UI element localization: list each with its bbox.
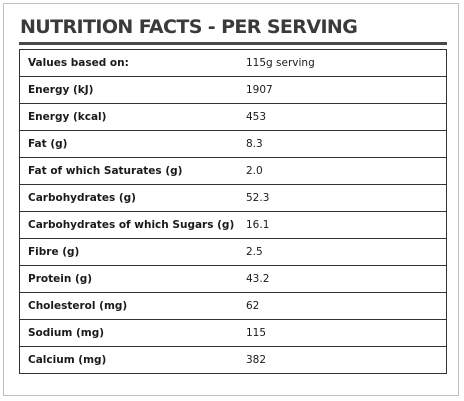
nutrient-value: 43.2 [238,265,447,293]
nutrient-label: Carbohydrates (g) [19,184,238,212]
table-row: Energy (kcal) 453 [19,103,447,131]
table-row: Energy (kJ) 1907 [19,76,447,104]
table-row: Values based on: 115g serving [19,49,447,77]
nutrient-value: 2.0 [238,157,447,185]
title-divider [19,42,447,45]
nutrient-value: 382 [238,346,447,374]
table-row: Fat of which Saturates (g) 2.0 [19,157,447,185]
nutrient-value: 2.5 [238,238,447,266]
nutrient-label: Calcium (mg) [19,346,238,374]
nutrient-value: 52.3 [238,184,447,212]
nutrient-label: Cholesterol (mg) [19,292,238,320]
nutrient-label: Carbohydrates of which Sugars (g) [19,211,238,239]
nutrient-value: 8.3 [238,130,447,158]
nutrient-value: 16.1 [238,211,447,239]
nutrient-label: Protein (g) [19,265,238,293]
nutrient-label: Energy (kJ) [19,76,238,104]
nutrient-label: Fibre (g) [19,238,238,266]
nutrition-panel: NUTRITION FACTS - PER SERVING Values bas… [3,3,459,396]
table-row: Calcium (mg) 382 [19,346,447,374]
table-row: Fibre (g) 2.5 [19,238,447,266]
nutrient-value: 1907 [238,76,447,104]
table-row: Carbohydrates of which Sugars (g) 16.1 [19,211,447,239]
nutrition-table: Values based on: 115g serving Energy (kJ… [19,49,447,374]
table-row: Protein (g) 43.2 [19,265,447,293]
table-row: Carbohydrates (g) 52.3 [19,184,447,212]
table-row: Fat (g) 8.3 [19,130,447,158]
nutrient-value: 62 [238,292,447,320]
nutrient-label: Sodium (mg) [19,319,238,347]
nutrient-value: 115g serving [238,49,447,77]
nutrient-label: Fat (g) [19,130,238,158]
nutrient-value: 453 [238,103,447,131]
nutrient-value: 115 [238,319,447,347]
table-row: Cholesterol (mg) 62 [19,292,447,320]
table-row: Sodium (mg) 115 [19,319,447,347]
nutrient-label: Fat of which Saturates (g) [19,157,238,185]
nutrient-label: Values based on: [19,49,238,77]
nutrient-label: Energy (kcal) [19,103,238,131]
page-title: NUTRITION FACTS - PER SERVING [20,16,358,38]
